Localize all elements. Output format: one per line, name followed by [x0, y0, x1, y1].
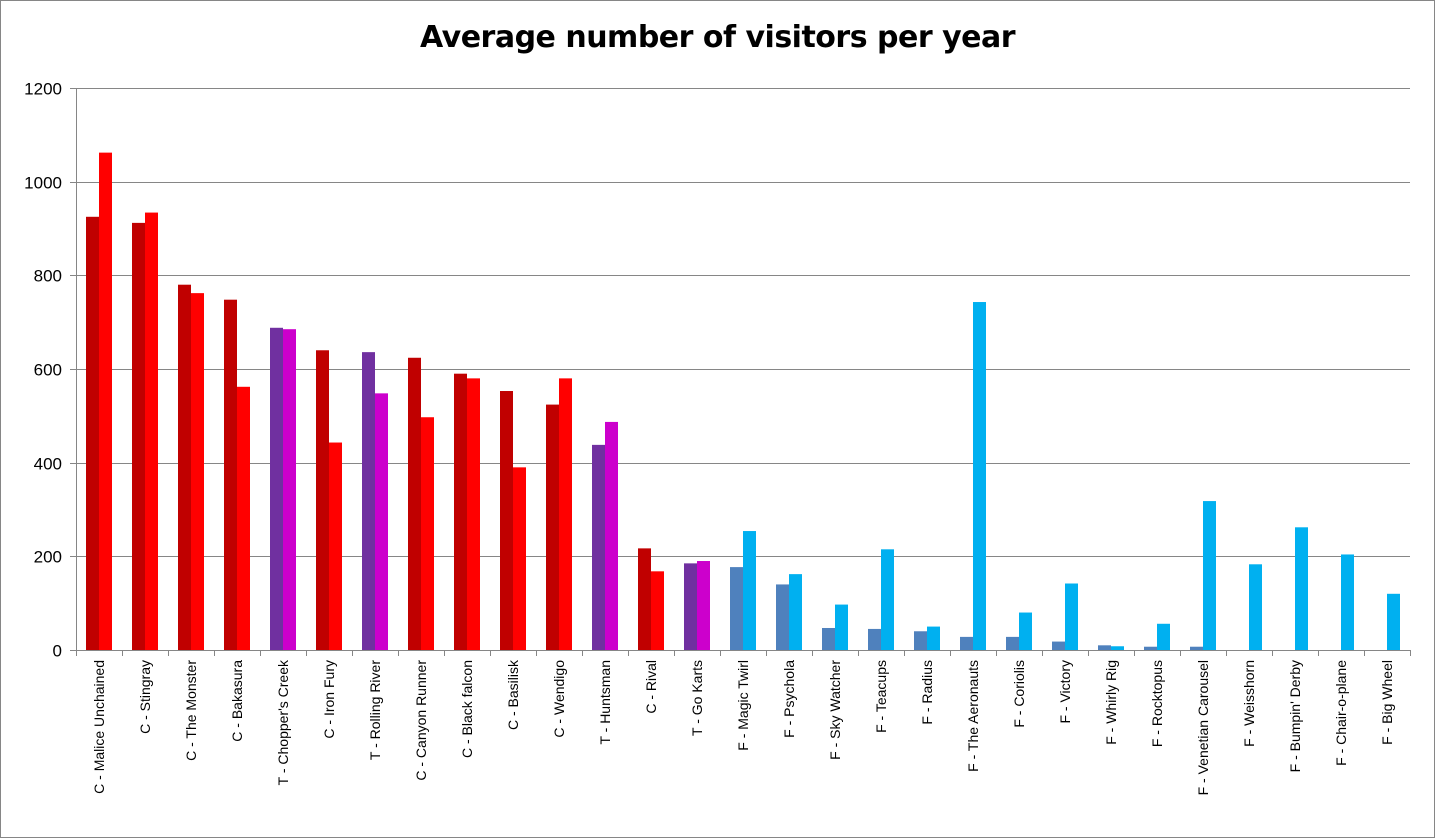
bar-series1-1: [132, 222, 145, 650]
bar-series1-0: [86, 216, 99, 650]
bar-series1-19: [960, 636, 973, 650]
bar-series2-7: [421, 417, 434, 650]
bar-series1-7: [408, 357, 421, 650]
bar-series2-9: [513, 467, 526, 650]
y-axis-ticks: 0 200 400 600 800 1000 1200: [24, 80, 62, 661]
bar-series2-3: [237, 386, 250, 650]
bar-series1-14: [730, 567, 743, 650]
bar-series1-11: [592, 444, 605, 650]
x-tick-label: F - Coriolis: [1011, 660, 1027, 728]
bar-series2-27: [1341, 554, 1354, 650]
bar-series2-8: [467, 378, 480, 650]
bar-series2-14: [743, 531, 756, 650]
bar-series2-20: [1019, 612, 1032, 650]
bar-series2-10: [559, 378, 572, 650]
bar-series1-9: [500, 391, 513, 650]
bar-series2-13: [697, 561, 710, 650]
bar-series2-12: [651, 571, 664, 650]
x-tick-label: F - Whirly Rig: [1103, 660, 1119, 745]
bar-series1-4: [270, 327, 283, 650]
x-tick-label: C - Malice Unchained: [91, 660, 107, 794]
bar-series1-5: [316, 350, 329, 650]
x-tick-label: C - Basilisk: [505, 659, 521, 730]
x-tick-label: F - Psychola: [781, 660, 797, 738]
x-tick-label: T - Huntsman: [597, 660, 613, 745]
y-tick-label: 400: [34, 455, 62, 474]
x-tick-label: C - The Monster: [183, 660, 199, 761]
x-tick-label: F - Victory: [1057, 660, 1073, 724]
bar-series2-16: [835, 604, 848, 650]
bar-series1-8: [454, 373, 467, 650]
x-tick-label: C - Bakasura: [229, 660, 245, 742]
bar-series2-28: [1387, 593, 1400, 650]
bar-series2-15: [789, 574, 802, 650]
x-axis-ticks: C - Malice Unchained C - Stingray C - The …: [91, 659, 1395, 795]
bar-series2-0: [99, 152, 112, 650]
y-tick-label: 200: [34, 548, 62, 567]
bar-series2-24: [1203, 501, 1216, 650]
y-tick-label: 1000: [24, 174, 62, 193]
bar-series1-10: [546, 404, 559, 650]
bar-series2-11: [605, 421, 618, 650]
x-tick-label: C - Wendigo: [551, 660, 567, 738]
x-tick-label: C - Black falcon: [459, 660, 475, 758]
x-tick-label: F - Sky Watcher: [827, 660, 843, 760]
bars: [86, 152, 1400, 650]
bar-series1-18: [914, 631, 927, 650]
bar-series1-3: [224, 299, 237, 650]
bar-series1-23: [1144, 646, 1157, 650]
y-tick-label: 1200: [24, 80, 62, 99]
x-tick-label: F - Magic Twirl: [735, 660, 751, 751]
bar-series2-19: [973, 302, 986, 650]
x-tick-label: F - Radius: [919, 660, 935, 725]
bar-series1-22: [1098, 645, 1111, 650]
x-tick-label: F - Venetian Carousel: [1195, 660, 1211, 795]
bar-series1-24: [1190, 646, 1203, 650]
bar-series2-25: [1249, 564, 1262, 650]
bar-series1-16: [822, 627, 835, 650]
axes: [70, 88, 1411, 656]
x-tick-label: F - Chair-o-plane: [1333, 660, 1349, 766]
bar-series1-21: [1052, 641, 1065, 650]
x-tick-label: T - Rolling River: [367, 660, 383, 760]
bar-series2-18: [927, 626, 940, 650]
bar-series1-17: [868, 628, 881, 650]
bar-series1-15: [776, 584, 789, 650]
x-tick-label: C - Rival: [643, 660, 659, 714]
bar-series1-6: [362, 352, 375, 650]
x-tick-label: C - Iron Fury: [321, 660, 337, 739]
x-tick-label: F - Big Wheel: [1379, 660, 1395, 745]
y-tick-label: 600: [34, 361, 62, 380]
x-tick-label: C - Canyon Runner: [413, 660, 429, 781]
bar-series1-2: [178, 284, 191, 650]
bar-series2-4: [283, 329, 296, 650]
x-tick-label: C - Stingray: [137, 660, 153, 734]
y-tick-label: 0: [53, 642, 62, 661]
bar-series2-21: [1065, 583, 1078, 650]
bar-series1-12: [638, 548, 651, 650]
bar-series2-5: [329, 442, 342, 650]
gridlines: [76, 88, 1410, 557]
bar-series2-22: [1111, 646, 1124, 650]
y-tick-label: 800: [34, 267, 62, 286]
bar-series2-1: [145, 212, 158, 650]
x-tick-label: F - Rocktopus: [1149, 660, 1165, 747]
bar-series1-20: [1006, 636, 1019, 650]
bar-series1-13: [684, 563, 697, 650]
x-tick-label: F - Teacups: [873, 660, 889, 733]
bar-series2-26: [1295, 527, 1308, 650]
x-tick-label: F - The Aeronauts: [965, 660, 981, 772]
bar-series2-23: [1157, 623, 1170, 650]
x-tick-label: T - Go Karts: [689, 660, 705, 736]
bar-series2-2: [191, 293, 204, 650]
chart-title: Average number of visitors per year: [419, 20, 1016, 55]
x-tick-label: F - Weisshorn: [1241, 660, 1257, 747]
x-tick-label: F - Bumpin' Derby: [1287, 660, 1303, 772]
bar-series2-6: [375, 393, 388, 650]
bar-series2-17: [881, 549, 894, 650]
x-tick-label: T - Chopper's Creek: [275, 659, 291, 785]
